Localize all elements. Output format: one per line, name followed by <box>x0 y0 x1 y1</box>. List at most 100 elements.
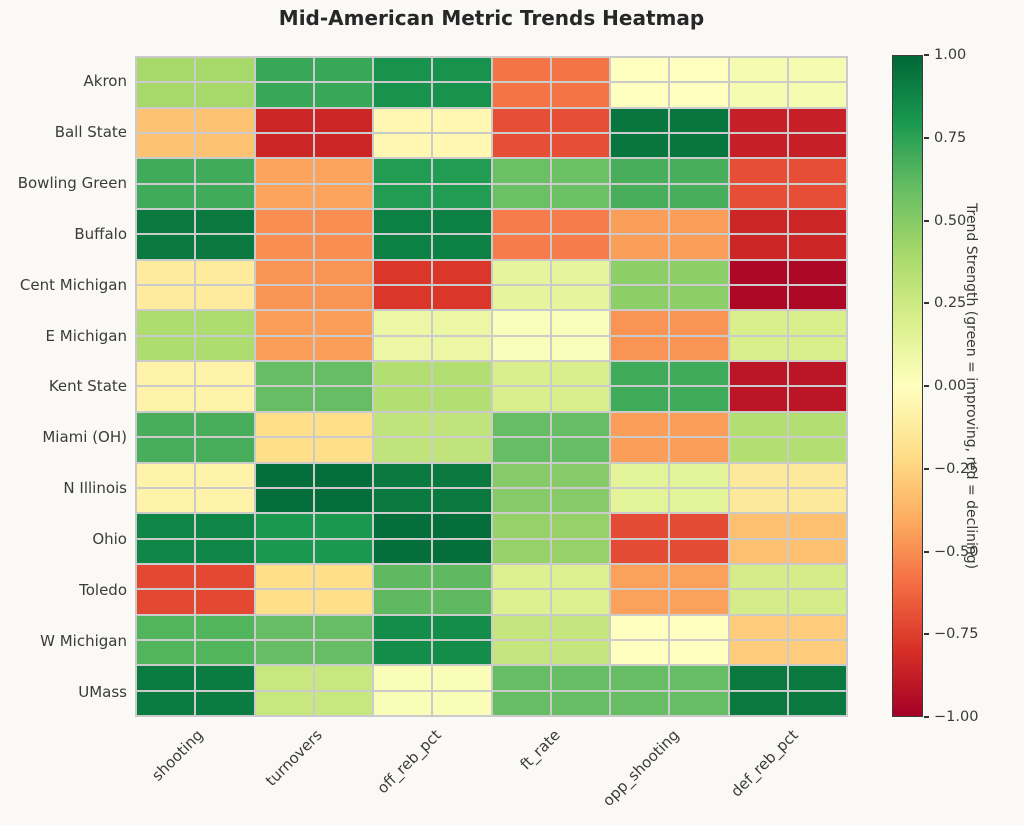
heatmap-cell <box>314 210 372 234</box>
heatmap-cell <box>492 590 550 614</box>
heatmap-cell <box>374 108 432 133</box>
heatmap-cell <box>374 311 432 335</box>
heatmap-cell <box>433 311 491 335</box>
heatmap-cell <box>670 210 728 234</box>
heatmap-cell <box>137 463 195 487</box>
colorbar: 1.00 0.75 0.50 0.25 0.00 −0.25 −0.50 −0.75 −1.00 <box>892 47 1022 725</box>
heatmap-cell <box>255 108 313 133</box>
heatmap <box>135 56 848 717</box>
heatmap-cell <box>492 58 550 82</box>
heatmap-cell <box>611 210 669 234</box>
heatmap-cell <box>729 311 787 335</box>
heatmap-cell <box>255 83 313 107</box>
heatmap-cell <box>611 691 669 715</box>
heatmap-cell <box>729 412 787 437</box>
heatmap-cell <box>551 362 609 386</box>
heatmap-cell <box>196 438 254 462</box>
heatmap-cell <box>788 590 846 614</box>
heatmap-cell <box>433 539 491 563</box>
heatmap-cell <box>137 387 195 411</box>
heatmap-cell <box>611 438 669 462</box>
heatmap-cell <box>314 666 372 690</box>
heatmap-cell <box>729 640 787 665</box>
heatmap-cell <box>670 134 728 158</box>
heatmap-cell <box>374 210 432 234</box>
heatmap-cell <box>788 134 846 158</box>
colorbar-gradient <box>892 55 923 717</box>
y-tick-label: Cent Michigan <box>19 275 127 294</box>
heatmap-cell <box>196 83 254 107</box>
heatmap-cell <box>374 58 432 82</box>
heatmap-cell <box>196 286 254 310</box>
heatmap-cell <box>551 463 609 487</box>
heatmap-cell <box>729 666 787 690</box>
heatmap-cell <box>196 58 254 82</box>
heatmap-cell <box>255 336 313 361</box>
heatmap-cell <box>314 640 372 665</box>
heatmap-cell <box>551 539 609 563</box>
heatmap-cell <box>433 184 491 209</box>
x-tick-label: def_reb_pct <box>726 726 802 801</box>
heatmap-cell <box>551 336 609 361</box>
heatmap-cell <box>670 615 728 639</box>
heatmap-cell <box>729 438 787 462</box>
heatmap-cell <box>255 615 313 639</box>
heatmap-cell <box>788 235 846 259</box>
heatmap-cell <box>611 387 669 411</box>
heatmap-cell <box>551 387 609 411</box>
heatmap-cell <box>670 58 728 82</box>
heatmap-cell <box>196 134 254 158</box>
heatmap-cell <box>492 564 550 589</box>
heatmap-cell <box>137 691 195 715</box>
heatmap-cell <box>611 514 669 538</box>
y-tick-label: Buffalo <box>74 224 127 243</box>
heatmap-cell <box>433 640 491 665</box>
heatmap-cell <box>788 83 846 107</box>
heatmap-cell <box>255 488 313 513</box>
heatmap-cell <box>492 134 550 158</box>
heatmap-cell <box>551 564 609 589</box>
colorbar-tickmark <box>924 54 929 56</box>
heatmap-cell <box>729 286 787 310</box>
heatmap-cell <box>788 58 846 82</box>
colorbar-tickmark <box>924 467 929 470</box>
heatmap-cell <box>255 286 313 310</box>
heatmap-cell <box>314 514 372 538</box>
heatmap-cell <box>137 336 195 361</box>
heatmap-cell <box>137 564 195 589</box>
heatmap-cell <box>670 159 728 183</box>
heatmap-cell <box>137 134 195 158</box>
heatmap-cell <box>670 260 728 285</box>
colorbar-tickmark <box>924 633 929 636</box>
heatmap-cell <box>729 387 787 411</box>
heatmap-cell <box>729 539 787 563</box>
heatmap-cell <box>492 666 550 690</box>
colorbar-tickmark <box>924 385 929 387</box>
colorbar-tickmark <box>924 550 929 553</box>
heatmap-cell <box>137 514 195 538</box>
heatmap-cell <box>374 362 432 386</box>
heatmap-cell <box>255 412 313 437</box>
heatmap-cell <box>433 362 491 386</box>
heatmap-cell <box>314 615 372 639</box>
heatmap-cell <box>374 387 432 411</box>
colorbar-tickmark <box>924 136 929 139</box>
heatmap-cell <box>374 666 432 690</box>
heatmap-cell <box>433 286 491 310</box>
heatmap-cell <box>492 184 550 209</box>
heatmap-cell <box>670 235 728 259</box>
heatmap-cell <box>314 336 372 361</box>
heatmap-cell <box>551 590 609 614</box>
heatmap-cell <box>374 514 432 538</box>
heatmap-cell <box>314 159 372 183</box>
heatmap-cell <box>196 108 254 133</box>
heatmap-cell <box>255 311 313 335</box>
heatmap-cell <box>137 615 195 639</box>
heatmap-cell <box>374 539 432 563</box>
heatmap-cell <box>492 463 550 487</box>
heatmap-cell <box>433 590 491 614</box>
heatmap-cell <box>196 488 254 513</box>
heatmap-cell <box>551 412 609 437</box>
heatmap-cell <box>137 286 195 310</box>
